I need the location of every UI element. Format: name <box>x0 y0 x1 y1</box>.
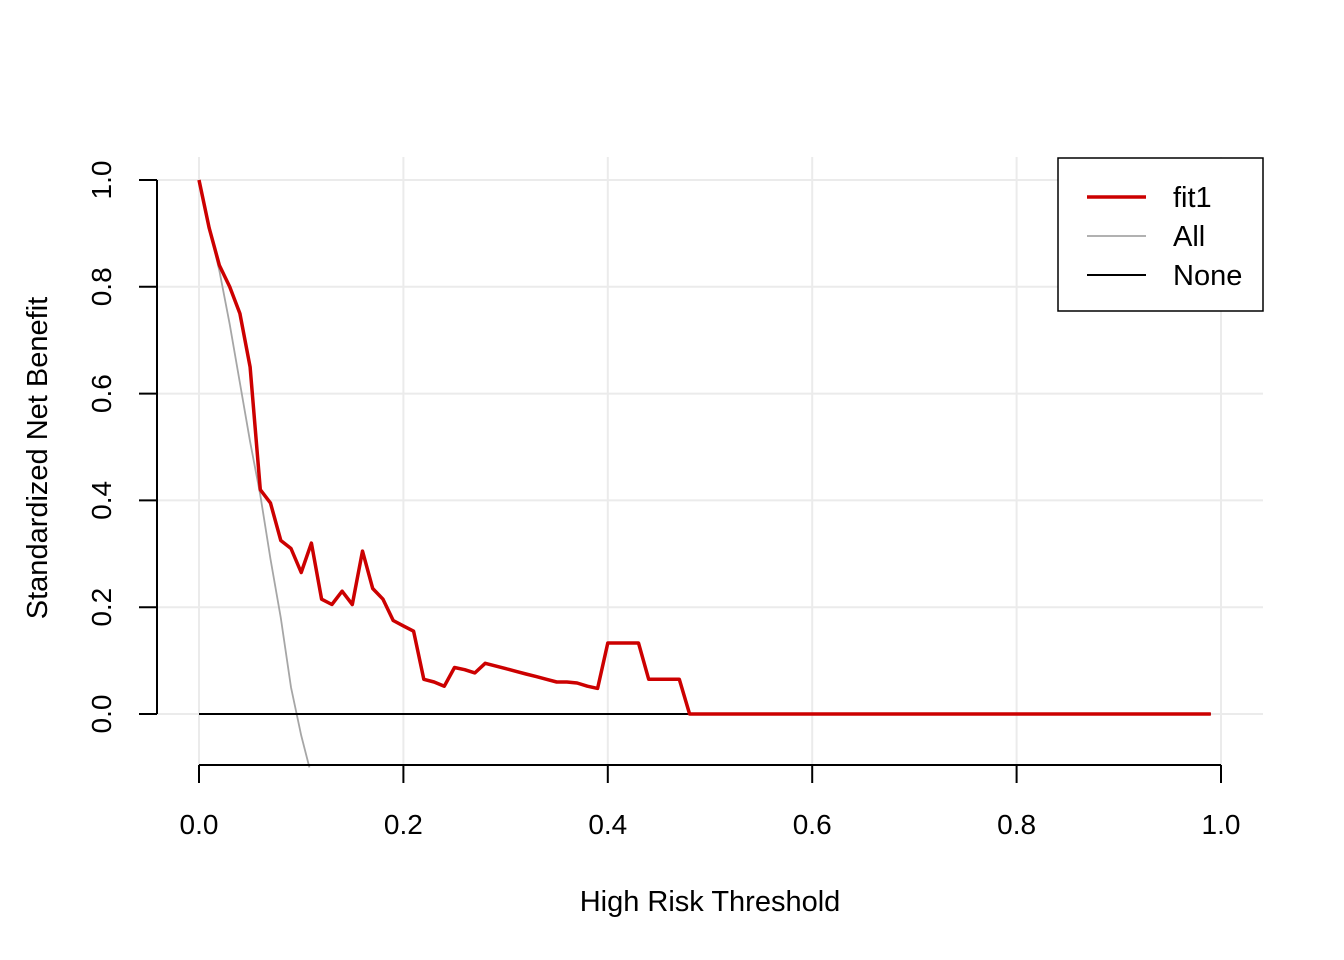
series-line-fit1 <box>197 179 1211 716</box>
y-tick-label-1: 0.2 <box>86 588 117 627</box>
y-tick-label-3: 0.6 <box>86 374 117 413</box>
legend: fit1 All None <box>1057 157 1264 312</box>
x-tick-label-0: 0.0 <box>180 809 219 840</box>
x-tick-label-4: 0.8 <box>997 809 1036 840</box>
legend-label-fit1: fit1 <box>1173 182 1212 214</box>
y-axis: 0.0 0.2 0.4 0.6 0.8 1.0 <box>86 161 158 734</box>
legend-label-all: All <box>1173 221 1205 253</box>
x-tick-label-3: 0.6 <box>793 809 832 840</box>
legend-box <box>1057 157 1264 312</box>
x-tick-label-1: 0.2 <box>384 809 423 840</box>
y-tick-label-0: 0.0 <box>86 695 117 734</box>
series-layer <box>197 179 1211 768</box>
y-tick-label-2: 0.4 <box>86 481 117 520</box>
x-tick-label-5: 1.0 <box>1202 809 1241 840</box>
x-axis-title: High Risk Threshold <box>580 886 841 918</box>
legend-label-none: None <box>1173 260 1242 292</box>
series-line-all <box>198 179 311 768</box>
x-tick-label-2: 0.4 <box>588 809 627 840</box>
y-axis-title: Standardized Net Benefit <box>22 297 54 619</box>
legend-items: fit1 All None <box>1087 182 1242 292</box>
x-axis: 0.0 0.2 0.4 0.6 0.8 1.0 <box>180 764 1241 840</box>
y-tick-label-5: 1.0 <box>86 161 117 200</box>
y-tick-label-4: 0.8 <box>86 267 117 306</box>
